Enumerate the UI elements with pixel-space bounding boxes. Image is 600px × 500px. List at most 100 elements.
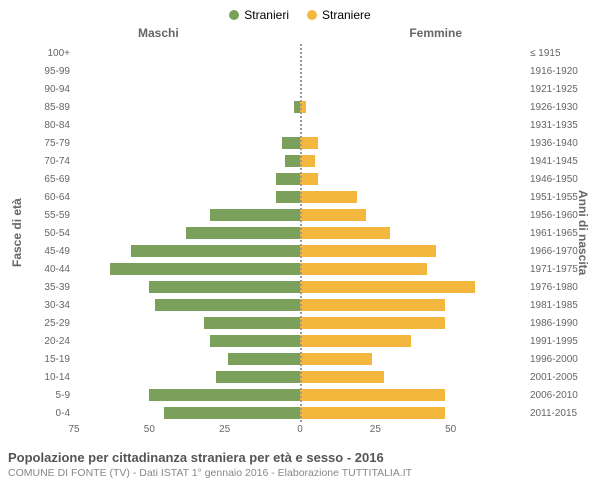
female-bar — [300, 281, 475, 293]
female-bar — [300, 245, 436, 257]
plot-area: Fasce di età 100+95-9990-9485-8980-8475-… — [8, 44, 592, 422]
column-headers: Maschi Femmine — [8, 26, 592, 44]
y-axis-label-left: Fasce di età — [8, 44, 26, 422]
age-label: 70-74 — [26, 152, 70, 170]
age-label: 5-9 — [26, 386, 70, 404]
x-tick: 25 — [219, 424, 230, 435]
x-tick: 50 — [445, 424, 456, 435]
age-label: 60-64 — [26, 188, 70, 206]
legend-item-female: Straniere — [307, 8, 371, 22]
chart-subtitle: COMUNE DI FONTE (TV) - Dati ISTAT 1° gen… — [8, 467, 592, 479]
age-label: 20-24 — [26, 332, 70, 350]
age-label: 30-34 — [26, 296, 70, 314]
birth-label: 1971-1975 — [530, 260, 574, 278]
age-label: 10-14 — [26, 368, 70, 386]
legend-label-male: Stranieri — [244, 8, 289, 22]
birth-label: 1916-1920 — [530, 62, 574, 80]
age-label: 15-19 — [26, 350, 70, 368]
birth-label: 1981-1985 — [530, 296, 574, 314]
male-bar — [149, 389, 300, 401]
legend-swatch-male — [229, 10, 239, 20]
male-bar — [186, 227, 301, 239]
age-label: 45-49 — [26, 242, 70, 260]
female-bar — [300, 353, 372, 365]
age-label: 90-94 — [26, 80, 70, 98]
male-bar — [282, 137, 300, 149]
population-pyramid-chart: Stranieri Straniere Maschi Femmine Fasce… — [0, 0, 600, 500]
male-bar — [228, 353, 300, 365]
birth-label: 1926-1930 — [530, 98, 574, 116]
birth-label: 1931-1935 — [530, 116, 574, 134]
birth-label: 1956-1960 — [530, 206, 574, 224]
birth-label: 1946-1950 — [530, 170, 574, 188]
male-bar — [110, 263, 300, 275]
male-bar — [149, 281, 300, 293]
age-label: 55-59 — [26, 206, 70, 224]
female-bar — [300, 137, 318, 149]
birth-label: 1996-2000 — [530, 350, 574, 368]
male-bar — [276, 191, 300, 203]
female-bar — [300, 371, 384, 383]
y-axis-label-right: Anni di nascita — [574, 44, 592, 422]
female-bar — [300, 191, 357, 203]
male-bar — [285, 155, 300, 167]
birth-label: 2011-2015 — [530, 404, 574, 422]
age-label: 0-4 — [26, 404, 70, 422]
chart-title: Popolazione per cittadinanza straniera p… — [8, 450, 592, 465]
birth-label: 2001-2005 — [530, 368, 574, 386]
female-bar — [300, 407, 445, 419]
female-bar — [300, 209, 366, 221]
x-tick: 25 — [370, 424, 381, 435]
male-bar — [210, 209, 300, 221]
male-bar — [131, 245, 300, 257]
x-tick: 50 — [144, 424, 155, 435]
birth-label: 1991-1995 — [530, 332, 574, 350]
bars-area — [74, 44, 526, 422]
age-label: 100+ — [26, 44, 70, 62]
male-bar — [216, 371, 300, 383]
birth-label: 1936-1940 — [530, 134, 574, 152]
female-bar — [300, 173, 318, 185]
male-bar — [204, 317, 300, 329]
legend-item-male: Stranieri — [229, 8, 289, 22]
age-label: 65-69 — [26, 170, 70, 188]
birth-label: ≤ 1915 — [530, 44, 574, 62]
female-bar — [300, 317, 445, 329]
header-male: Maschi — [138, 26, 179, 40]
age-label: 35-39 — [26, 278, 70, 296]
age-label: 80-84 — [26, 116, 70, 134]
legend: Stranieri Straniere — [8, 8, 592, 22]
male-bar — [164, 407, 300, 419]
female-bar — [300, 155, 315, 167]
female-bar — [300, 263, 427, 275]
age-axis: 100+95-9990-9485-8980-8475-7970-7465-696… — [26, 44, 74, 422]
male-bar — [155, 299, 300, 311]
birth-label: 1961-1965 — [530, 224, 574, 242]
female-bar — [300, 227, 390, 239]
birth-label: 1966-1970 — [530, 242, 574, 260]
center-line — [300, 44, 302, 422]
chart-footer: Popolazione per cittadinanza straniera p… — [8, 450, 592, 479]
legend-swatch-female — [307, 10, 317, 20]
x-tick: 75 — [68, 424, 79, 435]
female-bar — [300, 335, 411, 347]
x-axis: 75 50 25 0 25 50 — [8, 422, 592, 440]
birth-label: 1941-1945 — [530, 152, 574, 170]
age-label: 85-89 — [26, 98, 70, 116]
header-female: Femmine — [409, 26, 462, 40]
male-bar — [210, 335, 300, 347]
birth-label: 1986-1990 — [530, 314, 574, 332]
age-label: 50-54 — [26, 224, 70, 242]
age-label: 40-44 — [26, 260, 70, 278]
birth-label: 2006-2010 — [530, 386, 574, 404]
legend-label-female: Straniere — [322, 8, 371, 22]
x-tick: 0 — [297, 424, 303, 435]
birth-label: 1976-1980 — [530, 278, 574, 296]
birth-label: 1921-1925 — [530, 80, 574, 98]
male-bar — [276, 173, 300, 185]
age-label: 25-29 — [26, 314, 70, 332]
birth-label: 1951-1955 — [530, 188, 574, 206]
age-label: 75-79 — [26, 134, 70, 152]
age-label: 95-99 — [26, 62, 70, 80]
female-bar — [300, 389, 445, 401]
